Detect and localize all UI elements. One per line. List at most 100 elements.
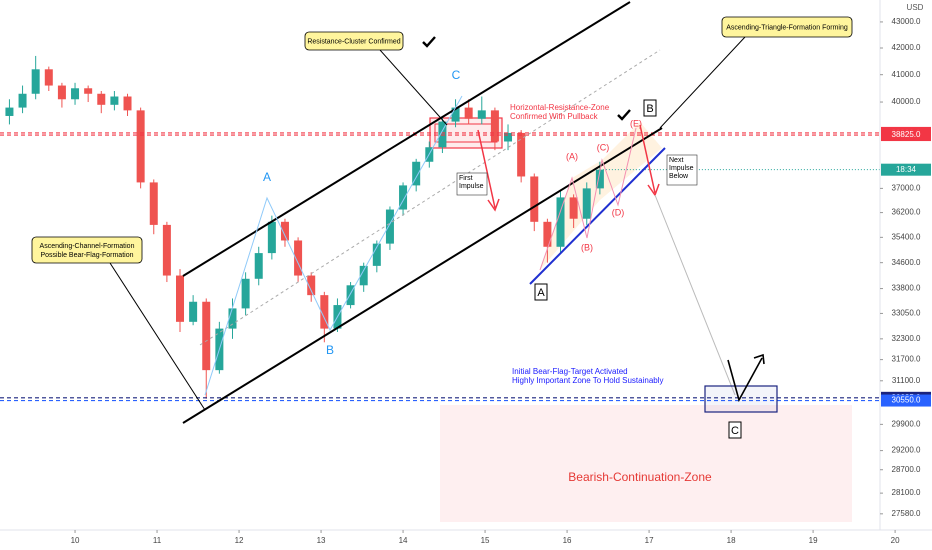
price-level-label: 38825.0 [892,130,921,139]
checkmark [617,109,631,121]
time-axis [0,530,932,550]
x-tick-label: 10 [71,536,80,545]
x-tick-label: 15 [481,536,490,545]
candle-body [5,107,14,116]
countdown-tag [881,163,931,176]
y-tick-label: 31700.0 [892,355,921,364]
candle-body [280,221,289,241]
candle-body [399,185,408,210]
candle-body [569,197,578,219]
currency: USD [907,3,924,12]
x-tick-label: 11 [153,536,162,545]
y-tick-label: 33800.0 [892,284,921,293]
wave-label: (D) [612,207,625,217]
candle-body [267,221,276,254]
candle-body [477,110,486,119]
y-tick-label: 41000.0 [892,70,921,79]
y-tick-label: 37000.0 [892,183,921,192]
candle-body [44,69,53,86]
x-tick-label: 13 [317,536,326,545]
channel-mid [199,49,661,346]
candle-body [123,96,132,111]
annotation-text: Highly Important Zone To Hold Sustainabl… [512,376,664,385]
bearish-zone [440,405,852,522]
y-tick-label: 29900.0 [892,419,921,428]
price-level-tag [881,129,931,142]
note-text: Impulse [459,183,484,190]
candle-body [372,243,381,266]
candle-body [294,240,303,276]
candle-body [359,265,368,286]
x-tick-label: 20 [891,536,900,545]
wave-box [728,421,742,439]
candle-body [57,85,66,100]
y-tick-label: 40000.0 [892,97,921,106]
candle-body [530,176,539,222]
x-tick-label: 19 [809,536,818,545]
y-tick-label: 42000.0 [892,43,921,52]
candle-body [176,275,185,322]
note-box [456,172,488,196]
candle-body [162,224,171,276]
candle-body [110,96,119,105]
note-text: First [459,175,473,182]
callout-box [721,16,853,38]
triangle-fill [540,122,662,270]
y-tick-label: 32300.0 [892,334,921,343]
callout-box [31,236,143,264]
candle-body [97,93,106,105]
callout-text: Possible Bear-Flag-Formation [41,252,134,259]
callout-pointer [109,262,206,411]
boxed-wave-label: C [731,425,739,437]
annotation-text: Horizontal-Resistance-Zone [510,103,610,112]
price-layer [0,55,880,402]
candle-body [517,132,526,177]
candle-body [71,88,80,100]
y-tick-label: 28700.0 [892,465,921,474]
arrow-head [487,198,500,212]
wave-label: C [452,68,461,82]
x-tick-label: 16 [563,536,572,545]
boxed-wave-label: B [646,103,653,115]
price-axis [880,0,932,530]
wave-label: (C) [597,142,610,152]
countdown: 18:34 [896,165,917,174]
candle-body [254,253,263,279]
candle-body [556,197,565,247]
wave-box [643,99,657,117]
callout-pointer [379,49,448,126]
arrow-first [477,129,496,209]
candle-body [18,93,27,108]
zones [429,117,852,522]
note-box [666,154,698,186]
y-tick-label: 33050.0 [892,309,921,318]
callout-text: Resistance-Cluster Confirmed [307,38,400,45]
wave-label: A [263,170,271,184]
candle-body [320,295,329,329]
x-tick-label: 14 [399,536,408,545]
candle-body [595,169,604,189]
price-level-label: 30550.0 [892,396,921,405]
boxed-wave-label: A [537,287,545,299]
drawings [182,1,778,424]
candle-body [504,132,513,142]
candle-body [241,278,250,309]
annotation-text: Confirmed With Pullback [510,112,599,121]
y-tick-label: 35400.0 [892,232,921,241]
candle-body [189,301,198,322]
candle-body [412,161,421,186]
candle-body [582,188,591,219]
note-text: Next [669,157,683,164]
target-box [704,385,778,413]
channel-upper [182,1,631,277]
y-tick-label: 29200.0 [892,446,921,455]
candle-body [149,182,158,225]
note-text: Below [669,173,689,180]
arrow-next [639,124,656,194]
candle-body [84,88,93,94]
triangle-support [529,147,666,285]
axes: 43000.0 42000.0 41000.0 40000.0 37000.0 36200… [71,17,931,545]
callout-pointer [659,36,746,129]
